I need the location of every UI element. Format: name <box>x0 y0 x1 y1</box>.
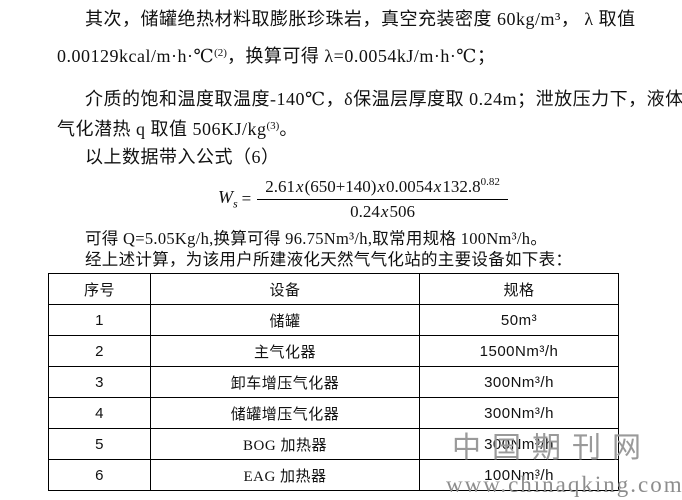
cell-device: 储罐 <box>150 304 420 336</box>
cell-device: 卸车增压气化器 <box>150 366 420 398</box>
cell-device: EAG 加热器 <box>150 459 420 491</box>
paragraph-5: 经上述计算，为该用户所建液化天然气气化站的主要设备如下表： <box>85 250 573 269</box>
table-row: 2 主气化器 1500Nm³/h <box>48 335 619 367</box>
paragraph-1-line-2-text: 0.00129kcal/m·h·℃ <box>57 46 215 66</box>
denominator-term: 0.24 <box>350 202 380 221</box>
paragraph-2-line-2-text: 气化潜热 q 取值 506KJ/kg <box>57 119 267 139</box>
paragraph-1-line-1: 其次，储罐绝热材料取膨胀珍珠岩，真空充装密度 60kg/m³， λ 取值 <box>85 9 636 29</box>
numerator-exponent: 0.82 <box>480 176 500 188</box>
cell-spec: 100Nm³/h <box>419 459 619 491</box>
paragraph-3: 以上数据带入公式（6） <box>85 147 280 167</box>
citation-ref-3: (3) <box>266 120 280 132</box>
cell-number: 3 <box>48 366 151 398</box>
cell-device: 主气化器 <box>150 335 420 367</box>
table-row: 6 EAG 加热器 100Nm³/h <box>48 459 619 491</box>
paragraph-2-line-1: 介质的饱和温度取温度-140℃，δ保温层厚度取 0.24m；泄放压力下，液体 <box>85 89 682 109</box>
paragraph-4: 可得 Q=5.05Kg/h,换算可得 96.75Nm³/h,取常用规格 100N… <box>85 229 548 248</box>
table-row: 4 储罐增压气化器 300Nm³/h <box>48 397 619 429</box>
equation-6: Ws = 2.61x(650+140)x0.0054x132.80.82 0.2… <box>218 176 508 222</box>
equation-lhs: Ws <box>218 187 238 212</box>
cell-spec: 300Nm³/h <box>419 397 619 429</box>
watermark-url: www.chinaqking.com <box>446 472 682 497</box>
cell-number: 4 <box>48 397 151 429</box>
cell-device: 储罐增压气化器 <box>150 397 420 429</box>
cell-number: 6 <box>48 459 151 491</box>
cell-number: 2 <box>48 335 151 367</box>
cell-spec: 50m³ <box>419 304 619 336</box>
column-header-device: 设备 <box>150 273 420 305</box>
multiply-sign: x <box>433 177 442 196</box>
equation-numerator: 2.61x(650+140)x0.0054x132.80.82 <box>257 176 508 200</box>
multiply-sign: x <box>380 202 389 221</box>
column-header-spec: 规格 <box>419 273 619 305</box>
watermark-logo: 中国期刊网 <box>452 432 653 464</box>
cell-number: 5 <box>48 428 151 460</box>
equation-fraction: 2.61x(650+140)x0.0054x132.80.82 0.24x506 <box>257 176 508 222</box>
cell-spec: 300Nm³/h <box>419 366 619 398</box>
equation-variable: W <box>218 186 233 207</box>
cell-number: 1 <box>48 304 151 336</box>
paragraph-1-line-2: 0.00129kcal/m·h·℃(2)，换算可得 λ=0.0054kJ/m·h… <box>57 42 495 67</box>
numerator-term: (650+140) <box>304 177 377 196</box>
table-row: 5 BOG 加热器 300Nm³/h <box>48 428 619 460</box>
equation-denominator: 0.24x506 <box>257 200 508 222</box>
table-row: 1 储罐 50m³ <box>48 304 619 336</box>
table-row: 3 卸车增压气化器 300Nm³/h <box>48 366 619 398</box>
numerator-term: 2.61 <box>265 177 296 196</box>
table-header-row: 序号 设备 规格 <box>48 273 619 305</box>
numerator-term: 0.0054 <box>386 177 433 196</box>
paragraph-2-line-2: 气化潜热 q 取值 506KJ/kg(3)。 <box>57 115 298 140</box>
multiply-sign: x <box>296 177 304 196</box>
cell-device: BOG 加热器 <box>150 428 420 460</box>
paragraph-1-line-2-rest: ，换算可得 λ=0.0054kJ/m·h·℃； <box>226 46 496 66</box>
cell-spec: 1500Nm³/h <box>419 335 619 367</box>
numerator-term: 132.8 <box>442 177 481 196</box>
equipment-table: 序号 设备 规格 1 储罐 50m³ 2 主气化器 1500Nm³/h 3 卸车… <box>48 273 619 491</box>
citation-ref-2: (2) <box>214 47 227 59</box>
denominator-term: 506 <box>389 202 415 221</box>
equation-equals: = <box>241 189 252 208</box>
equation-subscript: s <box>233 196 238 211</box>
paragraph-2-line-2-rest: 。 <box>279 119 298 139</box>
column-header-number: 序号 <box>48 273 151 305</box>
multiply-sign: x <box>377 177 386 196</box>
